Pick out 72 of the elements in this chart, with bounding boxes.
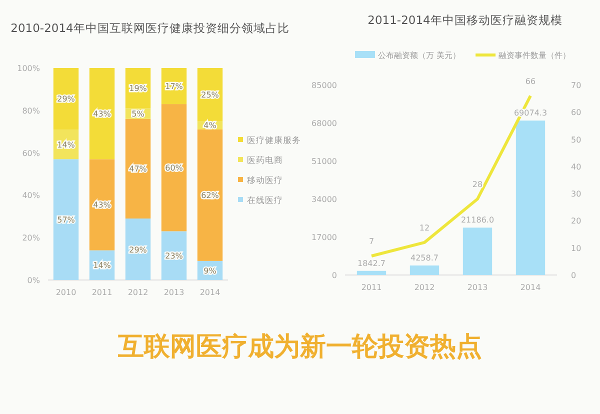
legend-label: 移动医疗: [247, 175, 283, 186]
x-tick-label: 2012: [128, 288, 148, 297]
data-label: 29%: [129, 245, 148, 254]
data-label: 21186.0: [460, 216, 494, 225]
bar: [516, 120, 546, 275]
y-tick-label: 60%: [22, 148, 40, 158]
bar: [462, 228, 492, 275]
data-label: 9%: [204, 266, 217, 276]
data-label: 25%: [201, 90, 220, 100]
data-label: 12: [419, 223, 430, 232]
legend-label: 公布融资额（万 美元）: [378, 51, 461, 60]
legend-label: 医疗健康服务: [247, 135, 301, 146]
data-label: 5%: [132, 110, 145, 119]
y-tick-label: 17000: [312, 233, 337, 242]
data-label: 60%: [165, 164, 184, 173]
y2-tick-label: 60: [571, 108, 582, 118]
y-tick-label: 68000: [312, 119, 337, 128]
y2-tick-label: 50: [571, 135, 582, 144]
x-tick-label: 2013: [467, 283, 488, 292]
x-tick-label: 2012: [414, 283, 435, 292]
y2-tick-label: 30: [571, 190, 582, 199]
bar: [356, 270, 386, 275]
x-tick-label: 2014: [520, 283, 541, 292]
bar: [53, 159, 79, 280]
data-label: 7: [368, 237, 374, 246]
bar: [89, 159, 115, 250]
y-tick-label: 51000: [312, 157, 337, 166]
y-tick-label: 100%: [17, 64, 40, 73]
data-label: 23%: [165, 252, 184, 261]
data-label: 4258.7: [410, 253, 438, 262]
x-tick-label: 2011: [92, 288, 112, 297]
x-tick-label: 2014: [200, 288, 220, 297]
y-tick-label: 40%: [22, 191, 40, 200]
y-tick-label: 0: [332, 271, 337, 280]
data-label: 14%: [57, 140, 76, 150]
text: 互联网医疗成为新一轮投资热点: [117, 332, 482, 362]
y2-tick-label: 10: [571, 244, 582, 253]
bar: [161, 104, 187, 232]
y-tick-label: 0%: [27, 276, 40, 285]
chart-title: 2010-2014年中国互联网医疗健康投资细分领域占比: [10, 21, 290, 35]
data-label: 43%: [93, 200, 112, 210]
bar: [410, 265, 440, 275]
y-tick-label: 80%: [22, 106, 40, 116]
y2-tick-label: 0: [571, 271, 576, 280]
data-label: 17%: [165, 82, 184, 92]
data-label: 14%: [93, 261, 112, 270]
y-tick-label: 85000: [312, 81, 337, 90]
legend-label: 融资事件数量（件）: [498, 51, 571, 60]
x-tick-label: 2010: [56, 288, 76, 297]
y-tick-label: 20%: [22, 234, 40, 243]
bar: [125, 118, 151, 219]
data-label: 43%: [93, 110, 112, 119]
y2-tick-label: 20: [571, 216, 582, 226]
y2-tick-label: 40: [571, 162, 582, 172]
data-label: 19%: [129, 84, 148, 94]
data-label: 1842.7: [358, 258, 386, 268]
data-label: 47%: [129, 164, 148, 174]
bar: [197, 129, 223, 261]
legend-label: 医药电商: [247, 155, 283, 166]
x-tick-label: 2013: [164, 288, 184, 297]
data-label: 28: [472, 180, 483, 189]
x-tick-label: 2011: [361, 283, 382, 292]
data-label: 4%: [204, 121, 217, 130]
data-label: 62%: [201, 191, 220, 200]
y-tick-label: 34000: [312, 195, 337, 204]
y2-tick-label: 70: [571, 81, 582, 90]
chart-title: 2011-2014年中国移动医疗融资规模: [368, 13, 562, 27]
data-label: 57%: [57, 216, 76, 225]
data-label: 66: [525, 76, 536, 86]
data-label: 29%: [57, 94, 76, 104]
legend-label: 在线医疗: [247, 195, 283, 206]
bar: [89, 68, 115, 160]
